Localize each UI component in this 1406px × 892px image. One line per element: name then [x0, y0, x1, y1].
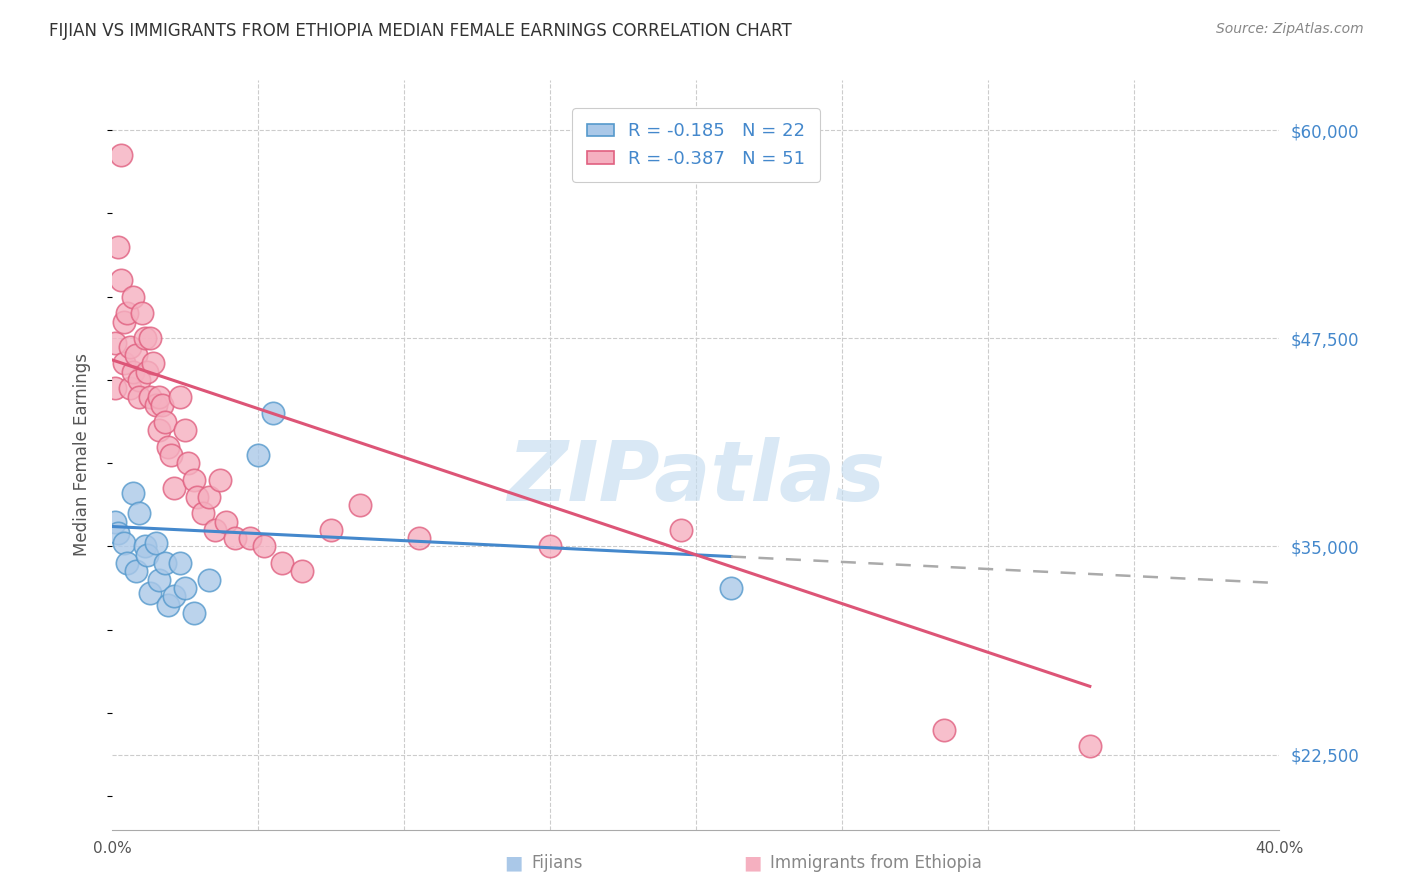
Point: [136, 548, 159, 562]
Point: [156, 440, 179, 454]
Point: [112, 356, 135, 370]
Point: [115, 556, 138, 570]
Point: [191, 506, 214, 520]
Point: [253, 540, 276, 554]
Point: [128, 373, 150, 387]
Point: [139, 331, 162, 345]
Point: [148, 423, 170, 437]
Point: [122, 365, 145, 379]
Point: [112, 315, 135, 329]
Point: [128, 506, 150, 520]
Point: [125, 565, 148, 579]
Point: [115, 306, 138, 320]
Text: Source: ZipAtlas.com: Source: ZipAtlas.com: [1216, 22, 1364, 37]
Point: [932, 723, 955, 737]
Point: [118, 381, 141, 395]
Point: [349, 498, 371, 512]
Point: [204, 523, 226, 537]
Point: [197, 490, 219, 504]
Point: [169, 390, 191, 404]
Point: [107, 526, 129, 541]
Point: [160, 448, 183, 462]
Point: [177, 456, 200, 470]
Point: [163, 590, 186, 604]
Point: [134, 331, 156, 345]
Text: Immigrants from Ethiopia: Immigrants from Ethiopia: [770, 855, 983, 872]
Point: [150, 398, 173, 412]
Point: [186, 490, 208, 504]
Point: [125, 348, 148, 362]
Text: Fijians: Fijians: [531, 855, 583, 872]
Point: [142, 356, 165, 370]
Point: [174, 581, 197, 595]
Legend: R = -0.185   N = 22, R = -0.387   N = 51: R = -0.185 N = 22, R = -0.387 N = 51: [572, 108, 820, 182]
Point: [239, 531, 262, 545]
Point: [538, 540, 561, 554]
Point: [128, 390, 150, 404]
Point: [107, 240, 129, 254]
Point: [139, 390, 162, 404]
Point: [174, 423, 197, 437]
Point: [145, 398, 167, 412]
Point: [262, 406, 284, 420]
Point: [148, 573, 170, 587]
Point: [131, 306, 153, 320]
Point: [197, 573, 219, 587]
Point: [145, 536, 167, 550]
Point: [110, 273, 132, 287]
Point: [247, 448, 270, 462]
Point: [671, 523, 693, 537]
Point: [321, 523, 343, 537]
Text: ■: ■: [503, 854, 523, 872]
Point: [153, 556, 176, 570]
Point: [169, 556, 191, 570]
Point: [139, 586, 162, 600]
Text: FIJIAN VS IMMIGRANTS FROM ETHIOPIA MEDIAN FEMALE EARNINGS CORRELATION CHART: FIJIAN VS IMMIGRANTS FROM ETHIOPIA MEDIA…: [49, 22, 792, 40]
Point: [112, 536, 135, 550]
Point: [183, 473, 205, 487]
Point: [153, 415, 176, 429]
Point: [215, 515, 238, 529]
Point: [148, 390, 170, 404]
Point: [122, 486, 145, 500]
Text: ZIPatlas: ZIPatlas: [508, 437, 884, 518]
Text: ■: ■: [742, 854, 762, 872]
Point: [134, 540, 156, 554]
Point: [136, 365, 159, 379]
Point: [118, 340, 141, 354]
Point: [408, 531, 430, 545]
Point: [183, 606, 205, 620]
Point: [156, 598, 179, 612]
Point: [104, 336, 127, 351]
Y-axis label: Median Female Earnings: Median Female Earnings: [73, 353, 91, 557]
Point: [720, 581, 742, 595]
Point: [104, 515, 127, 529]
Point: [1078, 739, 1101, 754]
Point: [224, 531, 246, 545]
Point: [163, 481, 186, 495]
Point: [104, 381, 127, 395]
Point: [209, 473, 232, 487]
Point: [270, 556, 292, 570]
Point: [122, 290, 145, 304]
Point: [110, 148, 132, 162]
Point: [291, 565, 314, 579]
